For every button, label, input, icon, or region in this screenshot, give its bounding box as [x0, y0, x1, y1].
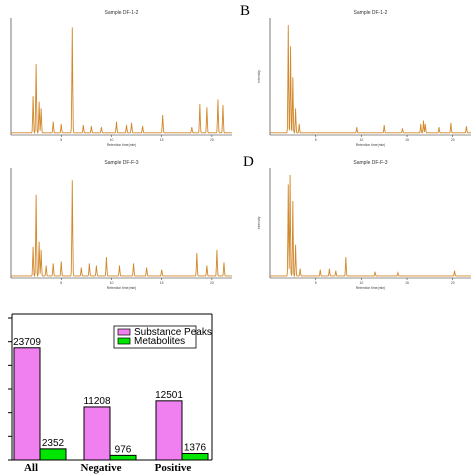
x-tick-label: 20 [210, 138, 214, 142]
x-axis-label: Retention time(min) [107, 286, 137, 290]
bar [13, 347, 41, 461]
bar-value-label: 11208 [83, 396, 111, 407]
x-axis-label: Retention time(min) [107, 143, 137, 147]
x-tick-label: 15 [405, 138, 409, 142]
chart-title: Sample DF-1-2 [354, 10, 388, 16]
legend-box [113, 325, 197, 349]
y-axis-label: Intensity [257, 70, 261, 83]
bar-value-label: 2352 [42, 438, 65, 449]
x-tick-label: 10 [110, 138, 114, 142]
x-tick-label: 5 [60, 138, 62, 142]
chart-title: Sample DF-F-3 [353, 160, 387, 166]
x-tick-label: 15 [405, 281, 409, 285]
x-tick-label: 5 [315, 281, 317, 285]
x-tick-label: 10 [359, 138, 363, 142]
charts-layer: Sample DF-1-2 5 10 15 20 Retention time(min) S… [8, 10, 471, 474]
x-tick-label: 5 [315, 138, 317, 142]
panel-letter-b: B [240, 3, 250, 19]
bar-category-label: All [24, 462, 38, 474]
chromatogram-trace [270, 25, 471, 134]
bar-value-label: 23709 [13, 337, 41, 348]
bar-value-label: 976 [115, 444, 132, 455]
legend-label: Metabolites [134, 336, 185, 347]
x-tick-label: 20 [451, 281, 455, 285]
y-axis-label: Intensity [257, 216, 261, 229]
legend-label: Substance Peaks [134, 327, 212, 338]
chromatogram-trace [270, 175, 471, 278]
x-tick-label: 5 [60, 281, 62, 285]
bar [39, 448, 67, 461]
bar-value-label: 12501 [155, 390, 183, 401]
bar [83, 406, 111, 461]
chromatogram-trace [11, 180, 232, 278]
bar [109, 454, 137, 461]
bar [155, 400, 183, 461]
x-tick-label: 10 [110, 281, 114, 285]
panel-letter-d: D [243, 154, 254, 170]
chart-title: Sample DF-1-2 [105, 10, 139, 16]
x-tick-label: 15 [160, 138, 164, 142]
x-tick-label: 20 [210, 281, 214, 285]
x-tick-label: 20 [451, 138, 455, 142]
bar-category-label: Positive [155, 462, 192, 474]
legend-swatch [117, 337, 131, 345]
x-tick-label: 15 [160, 281, 164, 285]
bar-value-label: 1376 [184, 442, 207, 453]
x-axis-label: Retention time(min) [356, 143, 386, 147]
bar-category-label: Negative [81, 462, 122, 474]
x-axis-label: Retention time(min) [356, 286, 386, 290]
x-tick-label: 10 [359, 281, 363, 285]
chromatogram-trace [11, 27, 232, 135]
legend-swatch [117, 328, 131, 336]
chart-title: Sample DF-F-3 [104, 160, 138, 166]
bar [181, 452, 209, 461]
